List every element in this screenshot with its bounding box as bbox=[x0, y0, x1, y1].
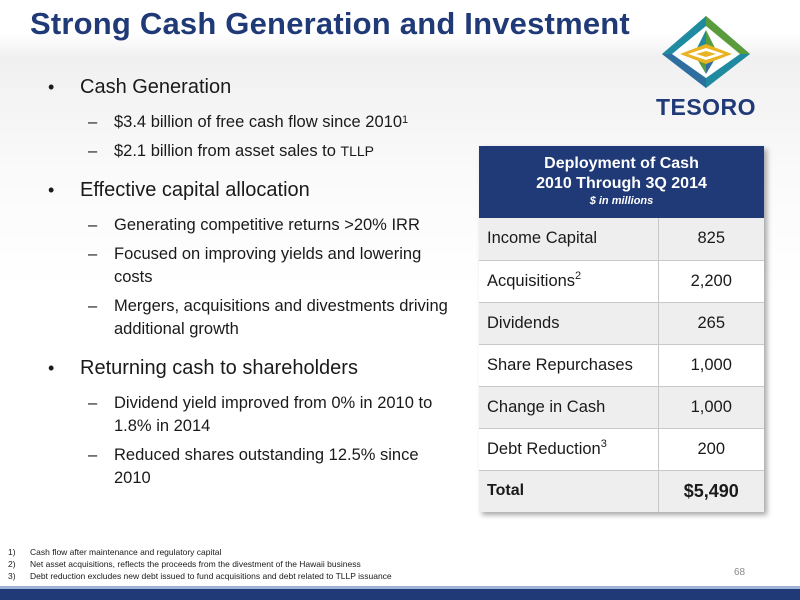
row-label: Debt Reduction3 bbox=[479, 428, 659, 471]
footnote-marker: 3 bbox=[600, 437, 607, 450]
sub-bullet-dividend-yield: – Dividend yield improved from 0% in 201… bbox=[48, 392, 458, 438]
footnote: 3) Debt reduction excludes new debt issu… bbox=[8, 570, 392, 582]
table-row: Dividends 265 bbox=[479, 302, 764, 345]
sub-bullet-returns: – Generating competitive returns >20% IR… bbox=[48, 214, 458, 237]
sub-bullet-dash: – bbox=[88, 142, 98, 160]
row-value: 2,200 bbox=[658, 260, 764, 303]
sub-bullet-dash: – bbox=[88, 446, 98, 464]
footnote-text: Net asset acquisitions, reflects the pro… bbox=[30, 559, 361, 569]
table-row: Change in Cash 1,000 bbox=[479, 386, 764, 429]
footnote-marker: 2 bbox=[575, 269, 582, 282]
total-value: $5,490 bbox=[658, 469, 764, 512]
footnote-text: Debt reduction excludes new debt issued … bbox=[30, 571, 392, 581]
sub-bullet-dash: – bbox=[88, 297, 98, 315]
bullet-dot: • bbox=[48, 77, 55, 97]
table-row: Income Capital 825 bbox=[479, 218, 764, 261]
row-value: 1,000 bbox=[658, 344, 764, 387]
footnote-marker: 1 bbox=[402, 114, 409, 126]
bullet-dot: • bbox=[48, 358, 55, 378]
row-value: 265 bbox=[658, 302, 764, 345]
bullet-text: Effective capital allocation bbox=[80, 179, 310, 201]
deployment-of-cash-table: Deployment of Cash 2010 Through 3Q 2014 … bbox=[479, 146, 764, 512]
row-label: Change in Cash bbox=[479, 386, 659, 429]
footnote: 1) Cash flow after maintenance and regul… bbox=[8, 546, 392, 558]
sub-bullet-text-small: TLLP bbox=[340, 143, 374, 159]
table-period: 2010 Through 3Q 2014 bbox=[536, 175, 707, 192]
page-title: Strong Cash Generation and Investment bbox=[30, 6, 630, 41]
sub-bullet-text: $2.1 billion from asset sales to bbox=[114, 142, 341, 160]
bullet-text: Returning cash to shareholders bbox=[80, 357, 358, 379]
table-row: Share Repurchases 1,000 bbox=[479, 344, 764, 387]
table-row: Debt Reduction3 200 bbox=[479, 428, 764, 471]
sub-bullet-free-cash-flow: – $3.4 billion of free cash flow since 2… bbox=[48, 111, 458, 134]
row-value: 825 bbox=[658, 218, 764, 261]
footnote-number: 3) bbox=[8, 571, 16, 581]
row-label: Acquisitions2 bbox=[479, 260, 659, 303]
title-band bbox=[0, 0, 800, 56]
sub-bullet-yields: – Focused on improving yields and loweri… bbox=[48, 243, 458, 289]
table-title: Deployment of Cash bbox=[544, 155, 699, 172]
footnotes: 1) Cash flow after maintenance and regul… bbox=[8, 546, 392, 582]
tesoro-logo-icon bbox=[662, 16, 750, 88]
footnote-number: 2) bbox=[8, 559, 16, 569]
row-value: 200 bbox=[658, 428, 764, 471]
sub-bullet-text: Dividend yield improved from 0% in 2010 … bbox=[114, 394, 433, 435]
sub-bullet-dash: – bbox=[88, 394, 98, 412]
footnote-number: 1) bbox=[8, 547, 16, 557]
bullet-dot: • bbox=[48, 180, 55, 200]
bullet-text: Cash Generation bbox=[80, 76, 232, 98]
sub-bullet-text: Reduced shares outstanding 12.5% since 2… bbox=[114, 446, 419, 487]
row-label: Dividends bbox=[479, 302, 659, 345]
sub-bullet-shares: – Reduced shares outstanding 12.5% since… bbox=[48, 444, 458, 490]
logo-text: TESORO bbox=[655, 94, 757, 120]
row-value: 1,000 bbox=[658, 386, 764, 429]
page-number: 68 bbox=[734, 567, 746, 578]
sub-bullet-text: Mergers, acquisitions and divestments dr… bbox=[114, 297, 448, 338]
footnote: 2) Net asset acquisitions, reflects the … bbox=[8, 558, 392, 570]
table-row: Acquisitions2 2,200 bbox=[479, 260, 764, 303]
table-total-row: Total $5,490 bbox=[479, 469, 764, 512]
sub-bullet-dash: – bbox=[88, 113, 98, 131]
row-label: Income Capital bbox=[479, 218, 659, 261]
bullet-capital-allocation: • Effective capital allocation bbox=[48, 177, 458, 204]
table-units: $ in millions bbox=[589, 195, 654, 207]
sub-bullet-dash: – bbox=[88, 216, 98, 234]
footnote-text: Cash flow after maintenance and regulato… bbox=[30, 547, 222, 557]
bottom-bar bbox=[0, 586, 800, 600]
sub-bullet-text: Generating competitive returns >20% IRR bbox=[114, 216, 420, 234]
sub-bullet-dash: – bbox=[88, 245, 98, 263]
bullet-cash-generation: • Cash Generation bbox=[48, 74, 458, 101]
logo: TESORO bbox=[650, 14, 760, 126]
row-label: Share Repurchases bbox=[479, 344, 659, 387]
table-header: Deployment of Cash 2010 Through 3Q 2014 … bbox=[479, 146, 764, 218]
sub-bullet-mergers: – Mergers, acquisitions and divestments … bbox=[48, 295, 458, 341]
total-label: Total bbox=[479, 469, 659, 512]
sub-bullet-text: Focused on improving yields and lowering… bbox=[114, 245, 422, 286]
table-body: Income Capital 825 Acquisitions2 2,200 D… bbox=[479, 218, 764, 512]
bullet-list: • Cash Generation – $3.4 billion of free… bbox=[48, 74, 458, 490]
sub-bullet-asset-sales: – $2.1 billion from asset sales to TLLP bbox=[48, 140, 458, 163]
bullet-returning-cash: • Returning cash to shareholders bbox=[48, 355, 458, 382]
sub-bullet-text: $3.4 billion of free cash flow since 201… bbox=[114, 113, 403, 131]
